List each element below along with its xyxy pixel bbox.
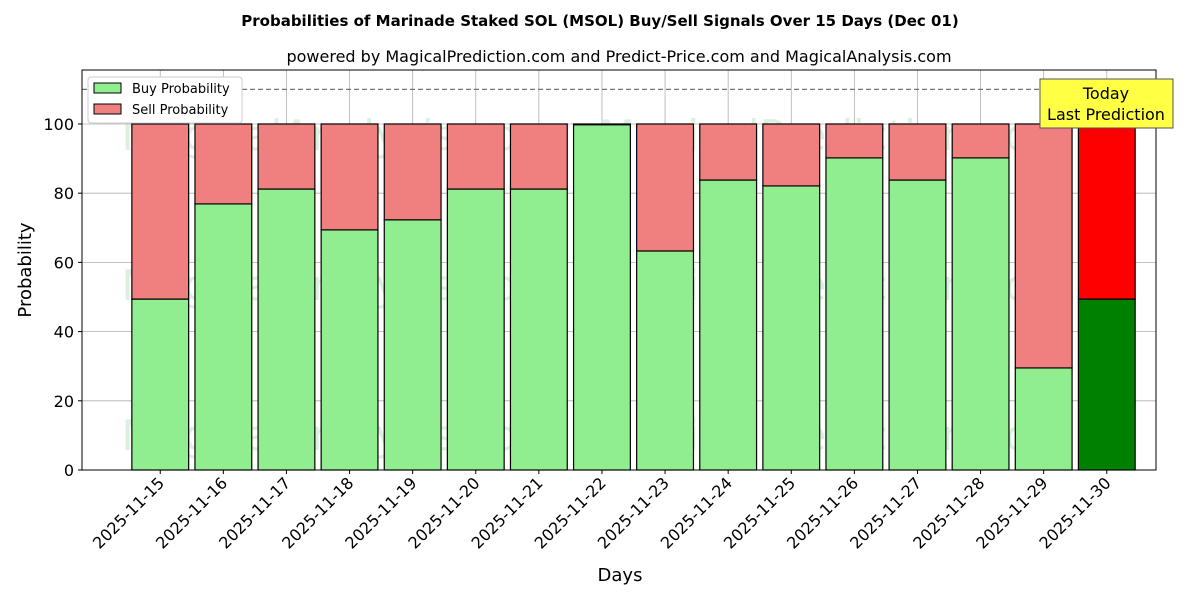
y-tick-label: 40 [54,323,74,342]
buy-bar [825,157,884,471]
sell-bar [888,123,947,181]
sell-bar [825,123,884,159]
sell-bar [951,123,1010,159]
buy-bar [1077,298,1136,471]
buy-bar [131,298,190,471]
sell-bar [320,123,379,231]
x-axis-label: Days [598,565,643,586]
sell-bar [572,123,631,126]
buy-bar [383,219,442,471]
buy-bar [572,124,631,471]
y-tick-label: 80 [54,184,74,203]
annotation-box [1039,78,1174,129]
sell-bar [383,123,442,221]
sell-bar [446,123,505,190]
buy-bar [257,188,316,471]
buy-bar [951,157,1010,471]
annotation-today: Today [1082,84,1129,103]
buy-bar [509,188,568,471]
y-tick-label: 60 [54,253,74,272]
buy-bar [699,179,758,471]
sell-bar [194,123,253,205]
y-tick-label: 0 [64,461,74,480]
legend-label: Sell Probability [132,103,229,118]
buy-bar [762,185,821,471]
buy-bar [320,229,379,471]
chart-subtitle: powered by MagicalPrediction.com and Pre… [286,47,951,66]
annotation-last-prediction: Last Prediction [1047,105,1165,124]
legend-label: Buy Probability [132,82,230,97]
sell-bar [762,123,821,187]
chart-title: Probabilities of Marinade Staked SOL (MS… [241,12,958,30]
plot-frame [81,69,1157,471]
buy-bar [636,250,695,471]
legend-swatch [93,82,122,94]
sell-bar [699,123,758,181]
y-tick-label: 20 [54,392,74,411]
y-tick-label: 100 [43,115,74,134]
buy-bar [1014,367,1073,471]
legend-box [87,76,243,124]
sell-bar [1077,123,1136,300]
buy-bar [446,188,505,471]
sell-bar [636,123,695,252]
sell-bar [257,123,316,190]
y-axis-label: Probability [15,222,36,317]
sell-bar [1014,123,1073,369]
buy-bar [888,179,947,471]
sell-bar [131,123,190,300]
legend-swatch [93,103,122,115]
buy-bar [194,203,253,471]
sell-bar [509,123,568,190]
